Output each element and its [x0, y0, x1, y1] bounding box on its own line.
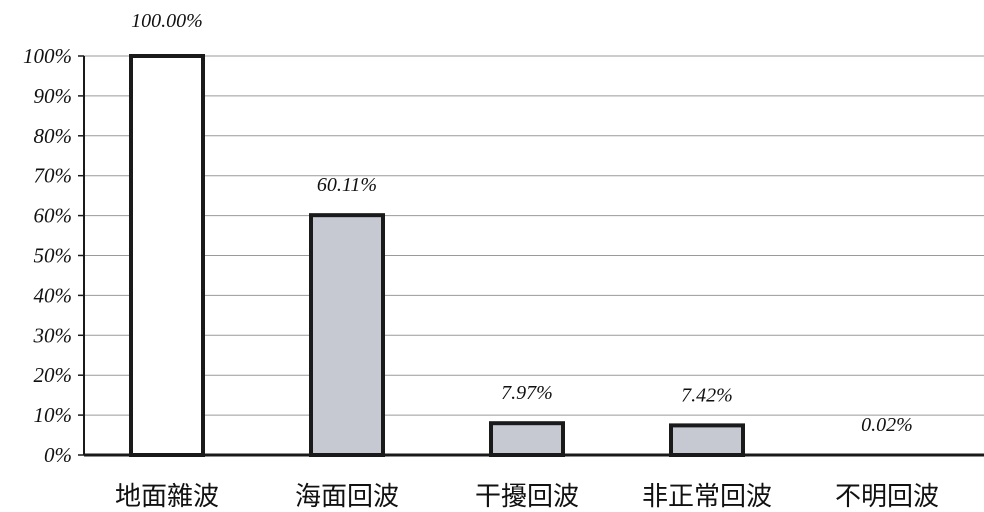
data-label: 0.02%	[861, 414, 913, 436]
bar-3	[489, 421, 565, 458]
x-category-label: 地面雜波	[115, 482, 219, 512]
y-tick-label: 20%	[34, 363, 73, 387]
y-tick-label: 10%	[34, 403, 73, 427]
grid-lines	[84, 55, 984, 416]
labels: 0% 10% 20% 30% 40% 50% 60% 70% 80% 90% 100% 100.00%…	[23, 10, 939, 512]
bar-4	[669, 423, 745, 457]
y-tick-label: 30%	[33, 323, 73, 347]
y-tick-label: 50%	[34, 244, 73, 268]
y-tick-label: 90%	[34, 84, 73, 108]
data-label: 7.42%	[681, 384, 733, 406]
x-category-label: 干擾回波	[475, 482, 579, 512]
data-label: 60.11%	[317, 174, 377, 196]
x-category-label: 海面回波	[295, 482, 399, 512]
y-tick-label: 80%	[34, 124, 73, 148]
x-category-label: 不明回波	[835, 482, 939, 512]
data-label: 7.97%	[501, 382, 553, 404]
x-category-label: 非正常回波	[642, 482, 772, 512]
bar-2	[309, 213, 385, 457]
bar-1	[129, 54, 205, 457]
y-tick-label: 70%	[34, 164, 73, 188]
y-tick-label: 100%	[23, 44, 72, 68]
axes	[78, 55, 984, 457]
y-tick-label: 40%	[34, 283, 73, 307]
y-tick-label: 0%	[44, 443, 72, 467]
y-tick-label: 60%	[34, 204, 73, 228]
data-label: 100.00%	[131, 10, 203, 32]
